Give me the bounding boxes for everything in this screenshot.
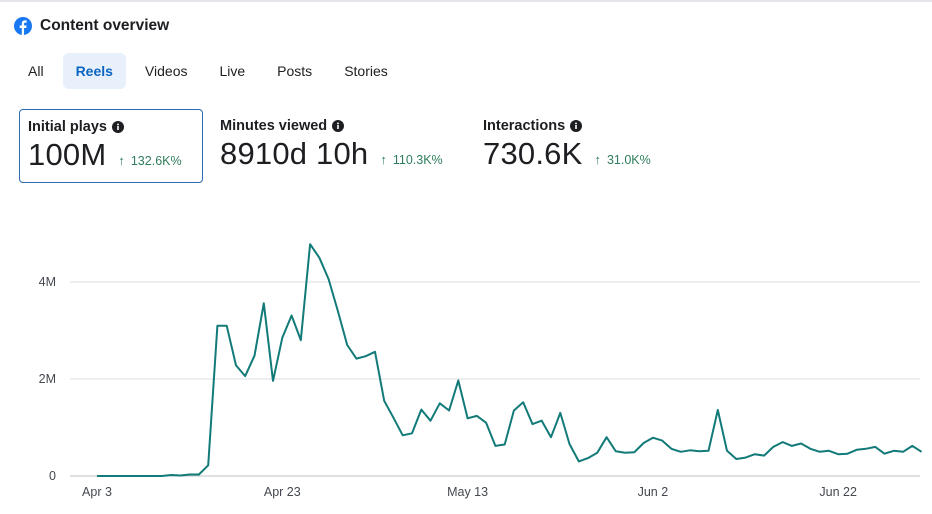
metric-minutes-viewed[interactable]: Minutes viewed 8910d 10h ↑ 110.3K% xyxy=(212,109,470,183)
metric-value: 730.6K xyxy=(483,136,583,171)
metric-change: ↑ 31.0K% xyxy=(594,152,650,167)
info-icon[interactable] xyxy=(570,120,583,132)
metric-change-value: 110.3K% xyxy=(392,153,443,167)
x-tick-label: Apr 3 xyxy=(82,485,112,499)
metric-label: Interactions xyxy=(483,118,566,134)
x-tick-label: Apr 23 xyxy=(264,485,301,499)
x-tick-label: May 13 xyxy=(447,485,488,499)
metric-interactions[interactable]: Interactions 730.6K ↑ 31.0K% xyxy=(475,109,685,183)
metric-initial-plays[interactable]: Initial plays 100M ↑ 132.6K% xyxy=(19,109,203,183)
page-title: Content overview xyxy=(40,17,170,34)
y-tick-label: 2M xyxy=(39,372,56,386)
metric-value: 100M xyxy=(28,137,107,172)
top-divider xyxy=(0,0,932,2)
series-line-initial-plays xyxy=(97,243,923,477)
arrow-up-icon: ↑ xyxy=(594,152,601,167)
card-header: Content overview xyxy=(14,17,169,35)
metric-label: Initial plays xyxy=(28,119,107,135)
arrow-up-icon: ↑ xyxy=(380,152,387,167)
arrow-up-icon: ↑ xyxy=(118,153,125,168)
x-tick-label: Jun 2 xyxy=(638,485,669,499)
metric-change: ↑ 132.6K% xyxy=(118,153,181,168)
initial-plays-line-chart: 0 2M 4M Apr 3 Apr 23 May 13 Jun 2 Jun 22 xyxy=(39,243,923,499)
metric-value: 8910d 10h xyxy=(220,136,369,171)
y-tick-label: 0 xyxy=(49,469,56,483)
tab-posts[interactable]: Posts xyxy=(277,63,313,79)
y-tick-label: 4M xyxy=(39,275,56,289)
content-type-tabs: All Reels Videos Live Posts Stories xyxy=(14,53,401,89)
info-icon[interactable] xyxy=(111,121,124,133)
tab-all[interactable]: All xyxy=(28,63,44,79)
x-tick-label: Jun 22 xyxy=(819,485,857,499)
metric-change-value: 31.0K% xyxy=(606,153,651,167)
metric-change-value: 132.6K% xyxy=(130,154,182,168)
tab-videos[interactable]: Videos xyxy=(144,63,188,79)
metric-change: ↑ 110.3K% xyxy=(380,152,442,167)
tab-stories[interactable]: Stories xyxy=(344,63,388,79)
info-icon[interactable] xyxy=(332,120,345,132)
tab-live[interactable]: Live xyxy=(219,63,246,79)
facebook-icon xyxy=(14,17,32,35)
metric-label: Minutes viewed xyxy=(220,118,328,134)
tab-reels[interactable]: Reels xyxy=(62,53,126,89)
